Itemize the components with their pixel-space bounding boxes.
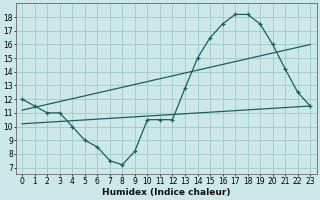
X-axis label: Humidex (Indice chaleur): Humidex (Indice chaleur)	[102, 188, 230, 197]
